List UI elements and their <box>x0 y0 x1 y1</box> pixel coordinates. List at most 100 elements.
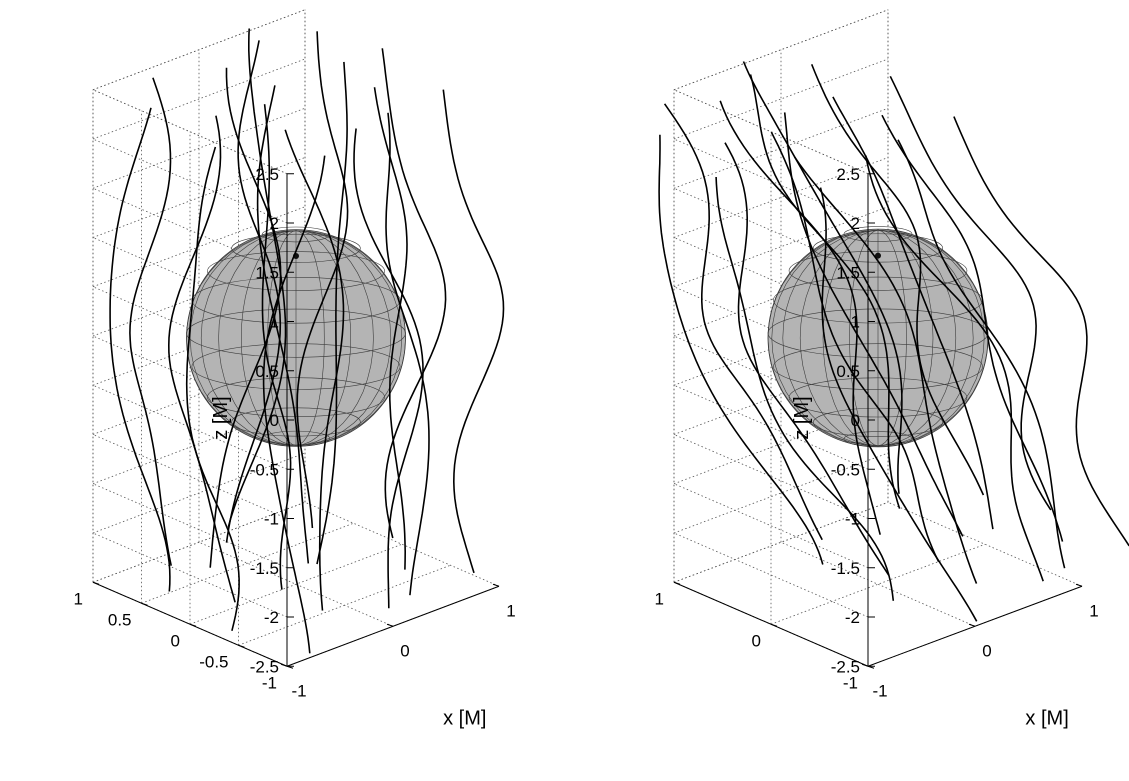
z-tick-label: 1.5 <box>836 263 860 282</box>
field-line <box>385 112 430 596</box>
y-tick-label: 0 <box>171 631 180 650</box>
field-line <box>185 146 240 631</box>
y-tick-mark <box>286 665 294 669</box>
field-line <box>167 115 236 603</box>
z-tick-label: -2.5 <box>831 657 860 676</box>
sphere-mesh-line <box>767 229 879 447</box>
field-line <box>296 31 349 529</box>
field-line <box>261 104 292 590</box>
field-line <box>658 134 824 565</box>
sphere-mesh-line <box>295 230 406 446</box>
z-tick-label: -1 <box>264 510 279 529</box>
field-line <box>783 112 964 537</box>
y-tick-mark <box>92 581 100 585</box>
grid-line <box>92 483 288 569</box>
field-line <box>109 107 171 592</box>
grid-line <box>673 138 869 224</box>
sphere-mesh-line <box>295 230 352 446</box>
grid-line <box>673 434 869 519</box>
box-edge <box>92 89 288 175</box>
field-line <box>810 64 985 496</box>
right-3d-plot: -2.5 -2 -1.5 -1 -0.5 0 0.5 1 1.5 2 2.5 -1 0 1 -1 0 1 z [M… <box>655 9 1129 729</box>
field-line <box>749 74 901 509</box>
field-line <box>719 100 881 535</box>
grid-line <box>780 541 976 627</box>
y-tick-mark <box>238 644 245 648</box>
y-tick-label: 1 <box>74 589 83 608</box>
field-line <box>256 85 310 564</box>
grid-line <box>92 286 288 372</box>
z-tick-label: -1 <box>845 510 860 529</box>
field-line <box>742 61 903 494</box>
z-tick-label: -2 <box>264 608 279 627</box>
y-tick-mark <box>770 623 778 627</box>
y-tick-label: 0 <box>752 631 761 650</box>
grid-line <box>92 237 288 322</box>
field-line <box>262 155 326 654</box>
sphere-mesh-line <box>240 230 297 446</box>
field-line <box>819 187 978 622</box>
sphere-mesh-line <box>186 230 297 446</box>
z-tick-label: 1 <box>270 313 279 332</box>
z-tick-label: 1.5 <box>255 263 279 282</box>
field-line <box>715 176 895 601</box>
x-axis-label: x [M] <box>1025 707 1068 729</box>
z-tick-label: 0 <box>270 411 279 430</box>
sphere-mesh-line <box>877 229 974 447</box>
y-tick-label: 0.5 <box>108 610 132 629</box>
y-tick-label: -0.5 <box>199 652 228 671</box>
grid-line <box>304 501 500 587</box>
z-tick-label: -2.5 <box>250 657 279 676</box>
field-line <box>316 61 348 565</box>
left-3d-plot: -2.5 -2 -1.5 -1 -0.5 0 0.5 1 1.5 2 2.5 -1 -0.5 0 0.5 1 -… <box>74 9 516 729</box>
field-line <box>953 116 1129 547</box>
x-tick-mark <box>386 623 394 627</box>
grid-line <box>141 522 354 604</box>
field-line <box>381 48 447 539</box>
y-tick-mark <box>867 665 875 669</box>
z-tick-label: 2 <box>851 214 860 233</box>
x-tick-mark <box>492 583 500 587</box>
x-tick-label: 0 <box>982 641 991 660</box>
field-line <box>724 142 890 576</box>
field-line <box>129 77 172 566</box>
sphere-mesh-line <box>822 229 879 447</box>
z-tick-label: -2 <box>845 608 860 627</box>
x-tick-mark <box>861 663 869 667</box>
field-line <box>770 131 940 562</box>
z-tick-label: 0.5 <box>255 362 279 381</box>
x-tick-label: -1 <box>872 681 887 700</box>
sphere-mesh-line <box>295 230 374 446</box>
x-tick-mark <box>280 663 288 667</box>
sphere-mesh-line <box>295 230 403 446</box>
y-tick-mark <box>141 602 148 606</box>
grid-line <box>673 483 869 569</box>
x-tick-mark <box>968 623 976 627</box>
grid-line <box>673 335 869 421</box>
z-tick-label: -1.5 <box>250 559 279 578</box>
grid-line <box>673 286 869 372</box>
grid-line <box>770 543 986 625</box>
grid-line <box>92 107 306 189</box>
sphere-pole <box>875 252 881 259</box>
x-axis-label: x [M] <box>443 707 486 729</box>
sphere-mesh-line <box>189 230 297 446</box>
grid-line <box>673 384 869 470</box>
grid-line <box>673 58 889 140</box>
grid-line <box>92 187 288 273</box>
y-tick-label: -1 <box>843 673 858 692</box>
field-line <box>881 114 1064 542</box>
z-tick-label: -0.5 <box>250 460 279 479</box>
sphere-mesh-line <box>295 230 325 446</box>
field-line <box>889 75 1052 511</box>
grid-line <box>92 206 306 288</box>
grid-line <box>92 384 288 470</box>
sphere-mesh-line <box>200 230 297 446</box>
sphere-mesh-line <box>877 229 934 447</box>
y-tick-label: -1 <box>262 673 277 692</box>
box-edge <box>673 89 869 175</box>
box-edge <box>92 9 306 91</box>
grid-line <box>673 532 869 618</box>
field-line <box>225 40 282 543</box>
y-tick-mark <box>189 623 197 627</box>
